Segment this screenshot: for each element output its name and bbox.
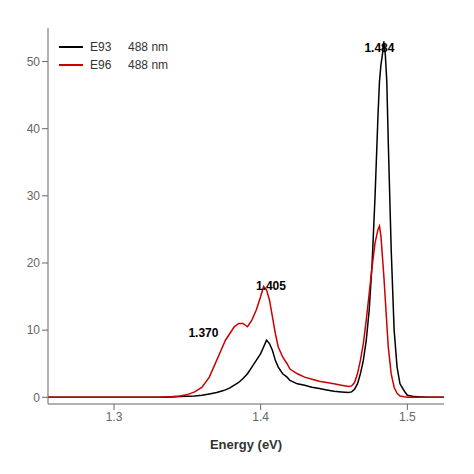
svg-text:20: 20	[27, 256, 41, 270]
svg-text:50: 50	[27, 55, 41, 69]
svg-text:1.405: 1.405	[256, 279, 286, 293]
html-text:E93 488 nm: E93 488 nm	[90, 40, 168, 54]
svg-text:1.370: 1.370	[188, 326, 218, 340]
svg-text:30: 30	[27, 189, 41, 203]
svg-text:1.3: 1.3	[106, 410, 123, 424]
svg-text:40: 40	[27, 122, 41, 136]
svg-text:10: 10	[27, 323, 41, 337]
svg-text:1.484: 1.484	[364, 41, 394, 55]
svg-text:0: 0	[33, 391, 40, 405]
svg-text:Energy (eV): Energy (eV)	[210, 437, 282, 452]
svg-text:1.4: 1.4	[252, 410, 269, 424]
html-text:E96 488 nm: E96 488 nm	[90, 58, 168, 72]
svg-text:1.5: 1.5	[399, 410, 416, 424]
